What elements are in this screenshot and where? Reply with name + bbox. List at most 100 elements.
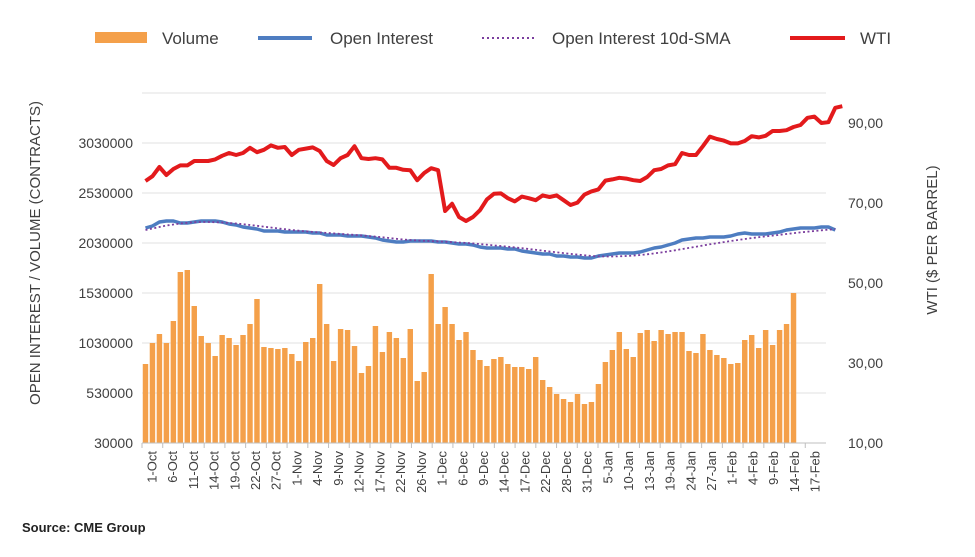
volume-bar: [247, 324, 253, 443]
volume-bar: [428, 274, 434, 443]
volume-bar: [588, 402, 595, 443]
volume-bar: [498, 357, 504, 443]
volume-bar: [421, 372, 427, 443]
legend-label-open-interest: Open Interest: [330, 29, 433, 48]
left-tick-label: 1030000: [78, 335, 133, 351]
volume-bar: [532, 357, 539, 443]
x-tick-label: 4-Nov: [310, 451, 325, 486]
volume-bar: [303, 342, 309, 443]
volume-bar: [142, 364, 149, 443]
volume-bar: [289, 354, 295, 443]
volume-bar: [254, 299, 260, 443]
x-tick-label: 1-Dec: [435, 451, 450, 486]
volume-bar: [686, 351, 692, 443]
volume-bar: [644, 330, 650, 443]
volume-bar: [226, 338, 232, 443]
x-tick-label: 26-Nov: [414, 451, 429, 493]
volume-bar: [344, 330, 351, 443]
volume-bar: [393, 338, 400, 443]
volume-bar: [316, 284, 323, 443]
volume-bar: [783, 324, 790, 443]
x-tick-label: 5-Jan: [600, 451, 615, 484]
volume-bar: [769, 345, 776, 443]
volume-bar: [679, 332, 685, 443]
left-tick-label: 2530000: [78, 185, 133, 201]
volume-bar: [400, 358, 407, 443]
x-tick-label: 9-Nov: [331, 451, 346, 486]
volume-bar: [372, 326, 379, 443]
volume-bar: [553, 394, 560, 443]
volume-bar: [735, 363, 741, 443]
x-tick-label: 17-Dec: [517, 451, 532, 493]
volume-bar: [755, 348, 762, 443]
volume-bar: [198, 336, 204, 443]
x-tick-label: 1-Feb: [725, 451, 740, 485]
volume-bar: [748, 335, 755, 443]
volume-bar: [700, 334, 706, 443]
volume-bar: [623, 349, 629, 443]
x-tick-label: 14-Oct: [207, 451, 222, 490]
volume-bar: [519, 367, 525, 443]
volume-bar: [268, 348, 274, 443]
left-tick-label: 3030000: [78, 135, 133, 151]
volume-bar: [365, 366, 372, 443]
volume-bar: [477, 360, 483, 443]
x-tick-label: 22-Oct: [248, 451, 263, 490]
x-tick-label: 14-Feb: [787, 451, 802, 492]
x-tick-label: 19-Jan: [663, 451, 678, 491]
x-tick-label: 9-Feb: [766, 451, 781, 485]
right-axis-ticks: 10,00 30,00 50,00 70,00 90,00: [848, 115, 883, 451]
volume-bar: [156, 334, 163, 443]
left-tick-label: 2030000: [78, 235, 133, 251]
volume-bar: [407, 329, 413, 443]
volume-bar: [212, 356, 218, 443]
x-tick-label: 28-Dec: [559, 451, 574, 493]
x-tick-label: 17-Feb: [808, 451, 823, 492]
volume-bar: [546, 387, 553, 443]
volume-bar: [484, 366, 490, 443]
volume-bar: [609, 350, 616, 443]
volume-bar: [505, 364, 511, 443]
volume-bar: [240, 335, 246, 443]
x-tick-label: 27-Jan: [704, 451, 719, 491]
x-tick-label: 22-Dec: [538, 451, 553, 493]
source-note: Source: CME Group: [22, 520, 146, 535]
legend-label-wti: WTI: [860, 29, 891, 48]
volume-bar: [296, 361, 302, 443]
volume-bar: [149, 343, 156, 443]
volume-bar: [742, 340, 748, 443]
volume-bar: [539, 380, 546, 443]
volume-bar: [491, 359, 497, 443]
volume-bar: [442, 307, 448, 443]
volume-bar: [177, 272, 184, 443]
volume-bar: [191, 306, 197, 443]
volume-bar: [581, 404, 588, 443]
x-tick-label: 11-Oct: [186, 451, 201, 489]
volume-bar: [358, 373, 365, 443]
x-tick-label: 17-Nov: [372, 451, 387, 493]
left-axis-label: OPEN INTEREST / VOLUME (CONTRACTS): [27, 101, 44, 405]
volume-bar: [637, 333, 643, 443]
volume-bar: [463, 332, 469, 443]
x-axis-ticks: 1-Oct 6-Oct 11-Oct 14-Oct 19-Oct 22-Oct 27-Oct…: [141, 443, 823, 493]
legend-label-oi-sma: Open Interest 10d-SMA: [552, 29, 731, 48]
x-tick-label: 6-Oct: [165, 451, 180, 483]
volume-bar: [163, 343, 170, 443]
x-tick-label: 14-Dec: [497, 451, 512, 493]
volume-bar: [693, 353, 699, 443]
open-interest-sma-line: [145, 221, 836, 258]
volume-bar: [630, 357, 636, 443]
volume-bar: [714, 355, 720, 443]
left-tick-label: 30000: [94, 435, 133, 451]
volume-bars: [142, 270, 797, 443]
volume-bar: [435, 324, 441, 443]
x-tick-label: 10-Jan: [621, 451, 636, 491]
volume-bar: [665, 334, 671, 443]
right-axis-label: WTI ($ PER BARREL): [924, 165, 941, 314]
x-tick-label: 22-Nov: [393, 451, 408, 493]
volume-bar: [574, 394, 581, 443]
volume-bar: [790, 293, 797, 443]
open-interest-line: [145, 219, 836, 260]
volume-bar: [728, 364, 734, 443]
